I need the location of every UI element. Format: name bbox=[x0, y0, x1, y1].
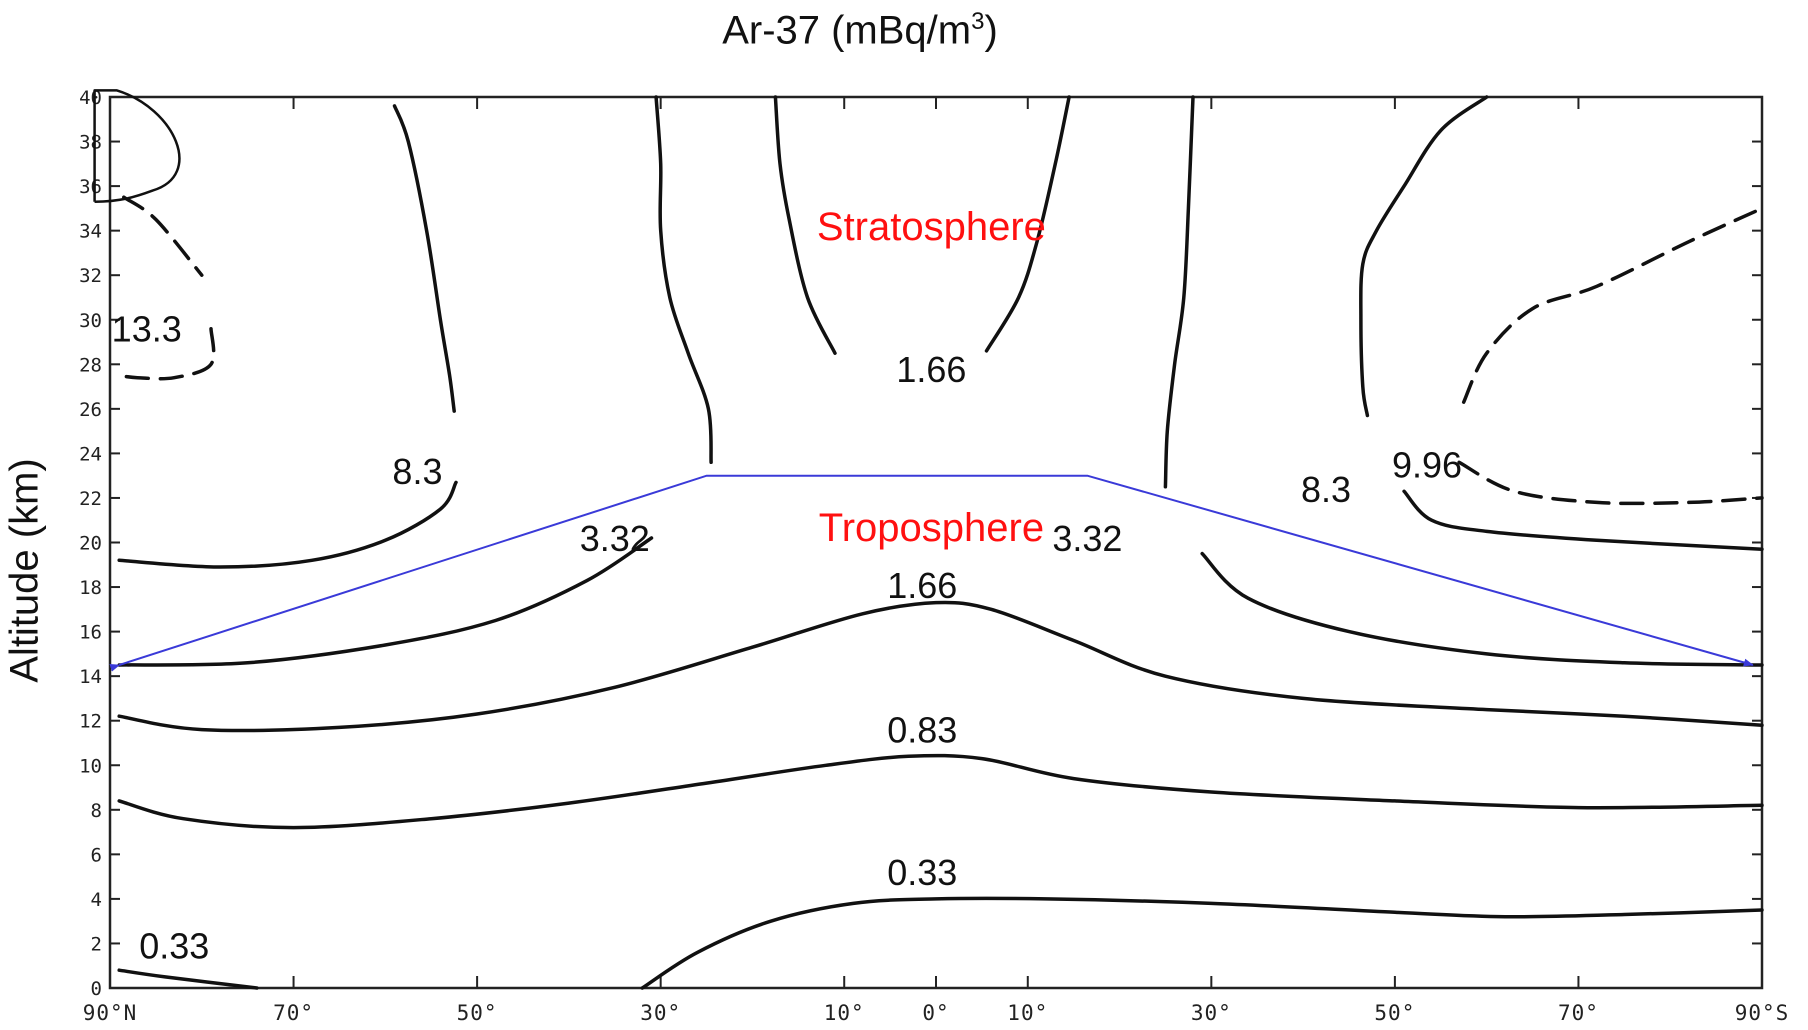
y-tick-label: 22 bbox=[79, 488, 102, 510]
y-tick-label: 2 bbox=[91, 933, 102, 955]
contour-line-1-66 bbox=[117, 600, 1764, 733]
y-tick-label: 24 bbox=[79, 443, 102, 465]
x-tick-label: 30° bbox=[640, 1001, 681, 1025]
contour-line-3-32 bbox=[1200, 551, 1764, 667]
chart-title-tail: ) bbox=[984, 8, 998, 53]
contour-label-1-66: 1.66 bbox=[896, 349, 966, 390]
y-tick-label: 18 bbox=[79, 577, 102, 599]
y-tick-label: 4 bbox=[91, 889, 102, 911]
contour-line-8-3 bbox=[1402, 489, 1764, 551]
y-tick-label: 36 bbox=[79, 176, 102, 198]
y-tick-label: 6 bbox=[91, 844, 102, 866]
x-tick-label: 90°N bbox=[83, 1001, 138, 1025]
contour-line-13-3 bbox=[122, 195, 204, 277]
chart-title-superscript: 3 bbox=[971, 8, 985, 35]
x-tick-label: 90°S bbox=[1735, 1001, 1790, 1025]
y-tick-label: 30 bbox=[79, 310, 102, 332]
contour-line-8-3 bbox=[1359, 95, 1489, 418]
x-tick-label: 30° bbox=[1191, 1001, 1232, 1025]
contour-line-3-32 bbox=[654, 95, 713, 465]
y-tick-label: 26 bbox=[79, 399, 102, 421]
contour-line-9-96 bbox=[1461, 206, 1764, 404]
y-tick-label: 20 bbox=[79, 533, 102, 555]
chart-title: Ar-37 (mBq/m3) bbox=[0, 8, 1720, 53]
y-tick-label: 32 bbox=[79, 265, 102, 287]
contour-line-0-33 bbox=[117, 968, 259, 990]
contour-label-1-66: 1.66 bbox=[887, 565, 957, 606]
x-tick-label: 50° bbox=[1374, 1001, 1415, 1025]
y-tick-label: 8 bbox=[91, 800, 102, 822]
corner-hand-annotation bbox=[93, 89, 181, 203]
contour-line-0-33 bbox=[640, 896, 1764, 990]
region-label-troposphere: Troposphere bbox=[819, 506, 1044, 550]
contour-label-9-96: 9.96 bbox=[1392, 445, 1462, 486]
contour-line-3-32 bbox=[1163, 95, 1195, 489]
y-tick-label: 0 bbox=[91, 978, 102, 1000]
contour-line-1-66 bbox=[773, 95, 837, 355]
x-tick-label: 10° bbox=[1007, 1001, 1048, 1025]
chart-title-main: Ar-37 (mBq/m bbox=[722, 8, 972, 53]
contour-label-3-32: 3.32 bbox=[580, 518, 650, 559]
contour-label-3-32: 3.32 bbox=[1052, 518, 1122, 559]
y-tick-label: 10 bbox=[79, 755, 102, 777]
y-tick-label: 28 bbox=[79, 354, 102, 376]
x-tick-label: 70° bbox=[273, 1001, 314, 1025]
y-tick-label: 34 bbox=[79, 221, 102, 243]
contour-label-0-33: 0.33 bbox=[139, 926, 209, 967]
contour-label-8-3: 8.3 bbox=[392, 451, 442, 492]
contour-line-1-66 bbox=[984, 95, 1071, 353]
y-tick-label: 14 bbox=[79, 666, 102, 688]
y-tick-label: 40 bbox=[79, 87, 102, 109]
contour-label-13-3: 13.3 bbox=[112, 309, 182, 350]
contour-label-8-3: 8.3 bbox=[1301, 469, 1351, 510]
tropopause-line bbox=[109, 474, 1754, 672]
contour-label-0-83: 0.83 bbox=[887, 710, 957, 751]
contour-line-13-3 bbox=[117, 326, 216, 381]
x-tick-label: 10° bbox=[824, 1001, 865, 1025]
y-tick-label: 38 bbox=[79, 132, 102, 154]
contour-line-9-96 bbox=[1457, 460, 1764, 506]
contour-line-8-3 bbox=[117, 480, 458, 569]
contour-label-0-33: 0.33 bbox=[887, 852, 957, 893]
region-label-stratosphere: Stratosphere bbox=[817, 205, 1046, 249]
contour-line-8-3 bbox=[392, 104, 456, 413]
y-tick-label: 12 bbox=[79, 711, 102, 733]
contour-line-3-32 bbox=[117, 536, 654, 667]
contour-line-0-83 bbox=[117, 753, 1764, 830]
x-tick-label: 0° bbox=[922, 1001, 949, 1025]
x-tick-label: 50° bbox=[457, 1001, 498, 1025]
y-tick-label: 16 bbox=[79, 622, 102, 644]
x-tick-label: 70° bbox=[1558, 1001, 1599, 1025]
